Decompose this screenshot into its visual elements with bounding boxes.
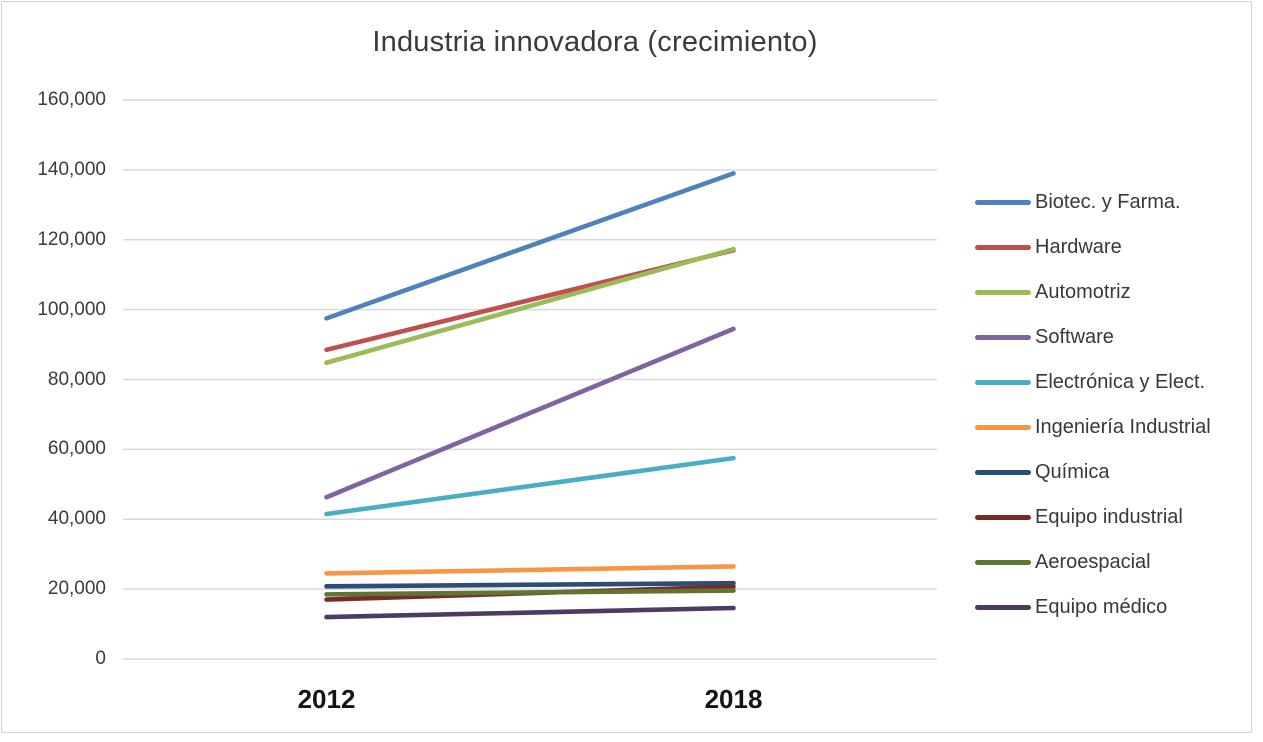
legend-item-quimica: Química <box>975 461 1109 483</box>
legend-label: Biotec. y Farma. <box>1035 190 1181 213</box>
legend-label: Equipo médico <box>1035 595 1168 618</box>
y-tick-label: 0 <box>95 648 106 669</box>
series-line-quimica <box>324 580 736 589</box>
x-tick-label: 2012 <box>297 684 356 714</box>
legend-item-biotec-y-farma: Biotec. y Farma. <box>975 191 1181 213</box>
legend-label: Hardware <box>1035 235 1122 258</box>
legend-item-automotriz: Automotriz <box>975 281 1131 303</box>
legend-label: Electrónica y Elect. <box>1035 370 1206 393</box>
y-tick-label: 60,000 <box>47 438 106 460</box>
legend-swatch-ingenieria-industrial <box>975 424 1031 430</box>
legend-swatch-automotriz <box>975 289 1031 295</box>
legend-label: Química <box>1035 460 1110 483</box>
series-line-ingenieria-industrial <box>324 564 736 576</box>
y-tick-label: 160,000 <box>37 89 106 110</box>
legend-item-equipo-medico: Equipo médico <box>975 596 1167 618</box>
legend-swatch-aeroespacial <box>975 559 1031 565</box>
y-tick-label: 20,000 <box>47 578 106 600</box>
y-tick-label: 80,000 <box>47 368 106 390</box>
legend-swatch-equipo-medico <box>975 604 1031 610</box>
legend-label: Equipo industrial <box>1035 505 1183 528</box>
legend-item-aeroespacial: Aeroespacial <box>975 551 1151 573</box>
legend-swatch-quimica <box>975 469 1031 475</box>
legend-label: Ingeniería Industrial <box>1035 415 1211 438</box>
legend-swatch-hardware <box>975 244 1031 250</box>
y-tick-label: 120,000 <box>37 228 106 250</box>
legend-item-electronica-y-elect: Electrónica y Elect. <box>975 371 1205 393</box>
legend-swatch-equipo-industrial <box>975 514 1031 520</box>
x-tick-label: 2018 <box>704 684 763 714</box>
legend-label: Software <box>1035 325 1114 348</box>
legend-item-software: Software <box>975 326 1114 348</box>
legend-item-equipo-industrial: Equipo industrial <box>975 506 1183 528</box>
legend-swatch-electronica-y-elect <box>975 379 1031 385</box>
series-line-electronica-y-elect <box>324 455 736 517</box>
legend-swatch-biotec-y-farma <box>975 199 1031 205</box>
series-line-equipo-medico <box>324 605 736 620</box>
y-tick-label: 40,000 <box>47 508 106 530</box>
series-line-biotec-y-farma <box>324 171 736 321</box>
legend-label: Automotriz <box>1035 280 1131 303</box>
y-tick-label: 140,000 <box>37 158 106 180</box>
legend-swatch-software <box>975 334 1031 340</box>
series-line-automotriz <box>324 246 736 366</box>
legend-item-hardware: Hardware <box>975 236 1122 258</box>
series-line-software <box>324 326 736 500</box>
legend-item-ingenieria-industrial: Ingeniería Industrial <box>975 416 1211 438</box>
chart-title: Industria innovadora (crecimiento) <box>372 26 818 58</box>
series-line-aeroespacial <box>324 588 736 597</box>
legend-label: Aeroespacial <box>1035 550 1151 573</box>
y-tick-label: 100,000 <box>37 298 106 320</box>
